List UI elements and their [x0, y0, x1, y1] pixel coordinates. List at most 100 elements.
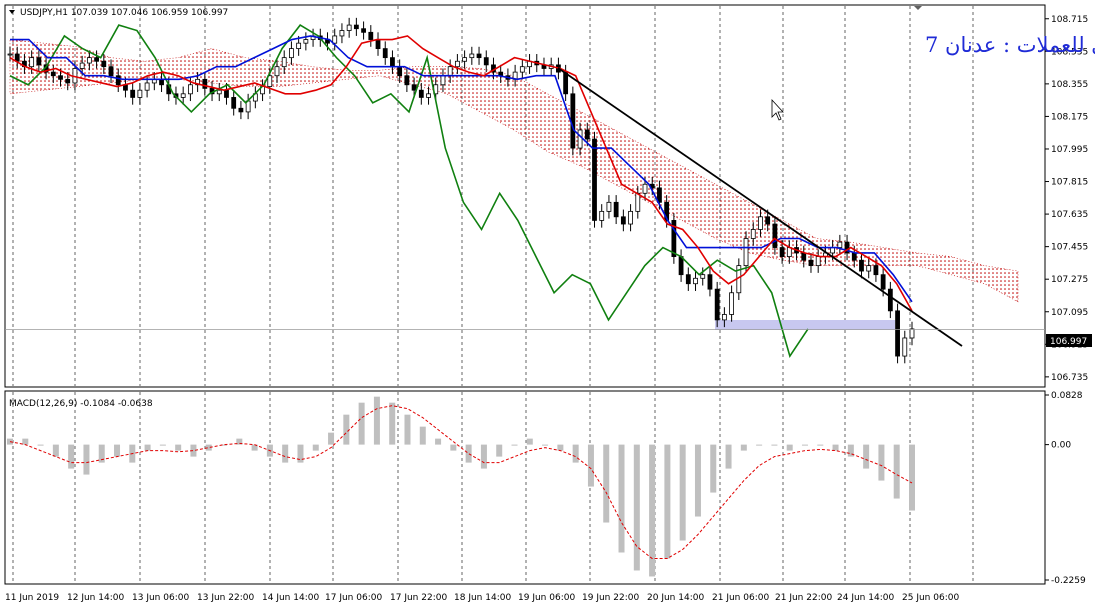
macd-y-tick-label: 0.00	[1051, 441, 1071, 451]
x-tick-label: 19 Jun 06:00	[518, 593, 575, 603]
candle	[859, 252, 864, 279]
macd-histogram-bar	[725, 444, 732, 469]
x-tick-label: 21 Jun 22:00	[775, 593, 832, 603]
candle	[353, 17, 359, 36]
macd-histogram-bar	[205, 444, 212, 451]
macd-histogram-bar	[909, 444, 915, 511]
x-tick-label: 18 Jun 14:00	[454, 593, 511, 603]
candle	[361, 21, 366, 40]
current-price-tag	[1046, 334, 1092, 347]
macd-histogram-bar	[98, 444, 105, 463]
macd-histogram-bar	[603, 444, 610, 523]
candle	[137, 82, 143, 105]
macd-histogram-bar	[496, 444, 503, 457]
candle	[382, 41, 388, 65]
candle	[758, 209, 763, 237]
candle	[909, 321, 915, 346]
candle	[94, 50, 99, 69]
macd-histogram-bar	[312, 444, 319, 451]
macd-histogram-bar	[878, 444, 885, 481]
macd-histogram-bar	[83, 444, 90, 475]
candle	[368, 25, 374, 47]
macd-histogram-bar	[587, 444, 594, 487]
descending-trendline[interactable]	[557, 67, 963, 347]
x-tick-label: 12 Jun 14:00	[67, 593, 124, 603]
macd-histogram-bar	[373, 396, 380, 445]
candle	[469, 46, 475, 65]
x-tick-label: 24 Jun 14:00	[837, 593, 894, 603]
scroll-shift-marker-icon[interactable]	[914, 6, 922, 10]
macd-histogram-bar	[847, 444, 854, 457]
candle	[628, 204, 633, 232]
tenkan-sen-line	[9, 35, 913, 312]
macd-header: MACD(12,26,9) -0.1084 -0.0638	[9, 399, 153, 409]
macd-histogram-bar	[480, 444, 487, 469]
x-tick-label: 19 Jun 22:00	[582, 593, 639, 603]
macd-histogram-bar	[221, 444, 228, 446]
y-tick-label: 107.095	[1051, 308, 1088, 318]
macd-histogram-bar	[236, 438, 243, 445]
macd-histogram-bar	[557, 444, 564, 451]
macd-histogram-bar	[756, 444, 763, 446]
candle	[296, 35, 302, 56]
y-tick-label: 108.715	[1051, 15, 1088, 25]
candle	[418, 82, 424, 105]
candle	[36, 50, 42, 73]
y-tick-label: 107.995	[1051, 145, 1088, 155]
candle	[592, 131, 597, 228]
macd-histogram-bar	[328, 432, 335, 445]
candle	[180, 86, 186, 105]
candle	[7, 46, 13, 62]
candle	[274, 59, 280, 83]
candle	[50, 64, 56, 83]
candle	[902, 330, 908, 364]
macd-histogram-bar	[771, 444, 778, 446]
candle	[700, 267, 706, 286]
candle	[231, 90, 237, 116]
candle	[115, 68, 121, 93]
macd-histogram-bar	[22, 438, 29, 445]
macd-histogram-bar	[649, 444, 656, 577]
macd-histogram-bar	[572, 444, 579, 463]
candle	[519, 59, 525, 80]
candle	[750, 222, 756, 246]
macd-histogram-bar	[863, 444, 870, 469]
candle	[339, 23, 345, 44]
candle	[866, 258, 872, 279]
candle	[887, 281, 893, 319]
macd-histogram-bar	[694, 444, 701, 517]
macd-histogram-bar	[679, 444, 686, 541]
x-tick-label: 14 Jun 14:00	[262, 593, 319, 603]
x-tick-label: 17 Jun 06:00	[325, 593, 382, 603]
candle	[693, 271, 698, 291]
x-tick-label: 13 Jun 06:00	[132, 593, 189, 603]
x-tick-label: 25 Jun 06:00	[902, 593, 959, 603]
y-tick-label: 107.635	[1051, 210, 1088, 220]
macd-histogram-bar	[832, 444, 839, 451]
macd-histogram-bar	[297, 444, 304, 463]
candle	[303, 32, 309, 51]
macd-y-tick-label: -0.2259	[1051, 576, 1086, 586]
candle	[772, 216, 778, 255]
x-tick-label: 20 Jun 14:00	[647, 593, 704, 603]
candle	[101, 54, 107, 74]
candle	[238, 101, 244, 120]
macd-histogram-bar	[159, 444, 166, 446]
candle	[707, 267, 713, 297]
x-tick-label: 13 Jun 22:00	[197, 593, 254, 603]
candle	[721, 307, 727, 328]
macd-histogram-bar	[389, 402, 396, 445]
y-tick-label: 106.735	[1051, 373, 1088, 383]
candle	[130, 82, 136, 105]
macd-histogram-bar	[542, 444, 549, 446]
y-tick-label: 108.355	[1051, 80, 1088, 90]
symbol-menu-icon[interactable]	[9, 10, 15, 14]
macd-histogram-bar	[37, 444, 44, 446]
candle	[65, 72, 71, 91]
candle	[729, 285, 734, 322]
candle	[808, 252, 814, 273]
current-price-label: 106.997	[1050, 337, 1087, 347]
macd-histogram-bar	[190, 444, 197, 457]
y-tick-label: 107.815	[1051, 178, 1088, 188]
